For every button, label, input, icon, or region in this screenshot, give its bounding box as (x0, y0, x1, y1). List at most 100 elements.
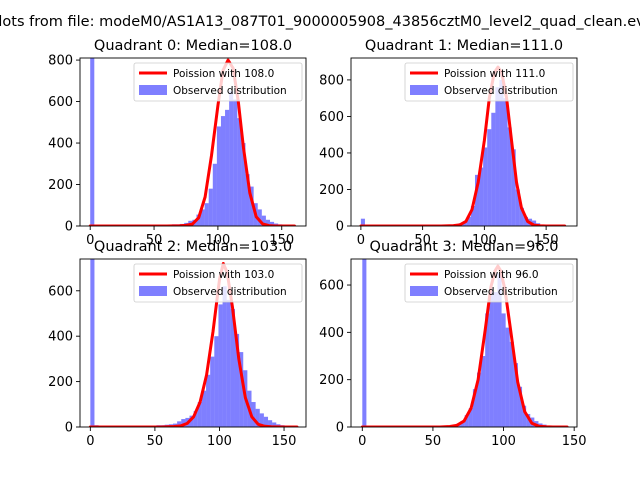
legend-label-observed: Observed distribution (173, 286, 287, 298)
histogram-bar (212, 163, 217, 226)
histogram-bar (360, 218, 365, 226)
histogram-bar (214, 336, 219, 427)
histogram-bar (481, 356, 486, 427)
histogram-bar (196, 214, 201, 226)
x-tick-label: 0 (357, 233, 365, 248)
histogram-bar (268, 420, 273, 427)
histogram-bar (493, 292, 498, 427)
histogram-bar (261, 215, 266, 226)
histogram-bar (532, 220, 537, 226)
poisson-curve (88, 58, 296, 226)
x-tick-label: 0 (86, 434, 94, 449)
x-tick-label: 0 (86, 233, 94, 248)
y-tick-label: 400 (319, 146, 344, 161)
histogram-bar (362, 259, 367, 427)
legend-label-poisson: Poission with 103.0 (173, 269, 274, 281)
histogram-bar (499, 79, 504, 226)
figure-suptitle: Plots from file: modeM0/AS1A13_087T01_90… (0, 14, 640, 30)
axes-frame (79, 258, 307, 428)
histogram-bar (505, 327, 510, 427)
histogram-bar (200, 209, 205, 226)
histogram-bar (229, 91, 234, 226)
subplot-title: Quadrant 0: Median=108.0 (94, 38, 292, 54)
histogram-bar (523, 216, 528, 226)
histogram-bar (474, 174, 480, 226)
histogram-bar (468, 408, 473, 427)
histogram-bar (517, 386, 523, 427)
histogram-bar (226, 299, 231, 427)
histogram-bar (503, 98, 508, 226)
x-tick-label: 100 (472, 233, 497, 248)
x-tick-label: 50 (425, 434, 442, 449)
y-tick-label: 0 (336, 220, 344, 235)
y-tick-label: 0 (336, 421, 344, 436)
legend-patch-swatch (139, 85, 167, 95)
histogram-bar (222, 286, 227, 427)
histogram-bar (218, 304, 223, 427)
histogram-bar (526, 413, 531, 427)
y-tick-label: 600 (48, 284, 73, 299)
histogram-bar (483, 147, 488, 226)
histogram-bar (476, 372, 482, 427)
x-tick-label: 150 (534, 233, 559, 248)
y-tick-label: 200 (319, 373, 344, 388)
x-tick-label: 150 (269, 233, 294, 248)
histogram-bar (257, 209, 262, 226)
legend-box (133, 62, 303, 102)
histogram-bar (513, 363, 518, 427)
histogram-bar (470, 205, 475, 226)
histogram-bar (272, 422, 277, 427)
subplot-quadrant-2: 0 50 100 150 0 200 400 600 Quadrant 2: Median=10… (48, 239, 307, 449)
plot-area (359, 65, 567, 226)
y-tick-label: 200 (319, 183, 344, 198)
histogram-bar (263, 416, 269, 427)
legend-label-poisson: Poission with 111.0 (444, 68, 545, 80)
histogram-bar (239, 352, 244, 427)
legend-patch-swatch (410, 85, 438, 95)
y-tick-label: 400 (48, 137, 73, 152)
subplot-quadrant-3: 0 50 100 150 0 200 400 600 Quadrant 3: Median=96… (319, 239, 586, 449)
legend-box (404, 263, 574, 303)
legend-patch-swatch (139, 286, 167, 296)
histogram-bar (193, 411, 198, 427)
axes-frame (79, 57, 307, 227)
x-tick-label: 150 (272, 434, 297, 449)
histogram-bar (265, 219, 270, 226)
plot-area (88, 58, 296, 226)
histogram-bar (464, 415, 469, 427)
histogram-bar (255, 408, 260, 427)
y-tick-label: 600 (319, 110, 344, 125)
histogram-bar (210, 356, 215, 427)
subplot-title: Quadrant 3: Median=96.0 (370, 239, 559, 255)
legend-label-observed: Observed distribution (173, 85, 287, 97)
y-tick-label: 800 (48, 54, 73, 69)
histogram-bar (233, 99, 238, 226)
histogram-bar (90, 58, 95, 226)
legend: Poission with 103.0 Observed distribution (133, 263, 303, 303)
histogram-bar (460, 421, 465, 427)
histogram-bar (216, 126, 221, 226)
histogram-bar (234, 333, 240, 427)
histogram-bar (197, 402, 202, 427)
y-tick-label: 800 (319, 73, 344, 88)
histogram-bar (491, 112, 496, 226)
histogram-bar (522, 405, 527, 427)
y-tick-label: 0 (65, 421, 73, 436)
x-tick-label: 50 (414, 233, 431, 248)
x-tick-label: 100 (207, 434, 232, 449)
legend: Poission with 96.0 Observed distribution (404, 263, 574, 303)
legend: Poission with 108.0 Observed distribution (133, 62, 303, 102)
y-tick-label: 400 (319, 326, 344, 341)
histogram-bar (487, 129, 492, 226)
y-tick-label: 200 (48, 178, 73, 193)
axes-frame (350, 57, 578, 227)
histogram-bar (495, 87, 500, 226)
histogram-bar (201, 390, 207, 427)
histogram-bar (206, 374, 211, 427)
histogram-bar (507, 127, 512, 226)
histogram-bar (511, 149, 516, 226)
y-tick-label: 600 (319, 279, 344, 294)
subplot-quadrant-1: 0 50 100 150 0 200 400 600 800 Quadrant 1: Median… (319, 38, 578, 248)
x-tick-label: 50 (147, 434, 164, 449)
